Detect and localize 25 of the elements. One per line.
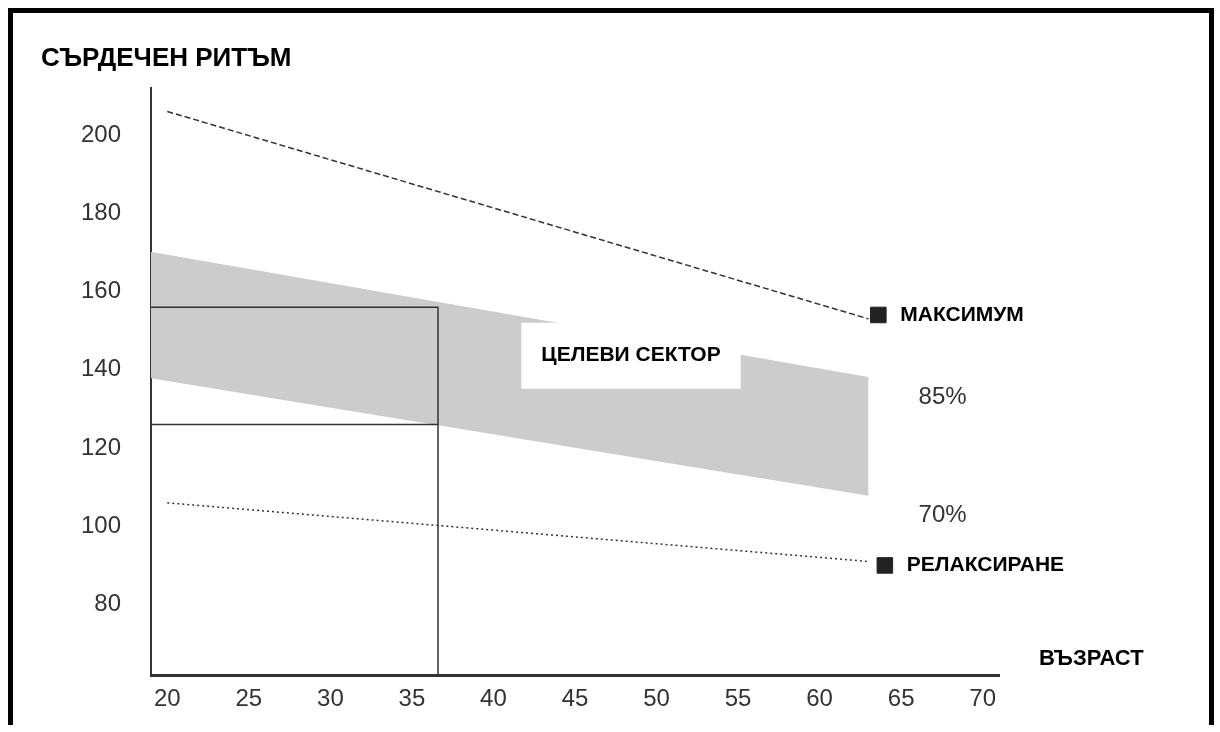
y-tick-label: 80 xyxy=(94,589,121,617)
y-tick-label: 160 xyxy=(80,276,121,304)
x-tick-label: 40 xyxy=(480,684,507,712)
x-tick-label: 35 xyxy=(398,684,426,712)
x-axis-title: ВЪЗРАСТ xyxy=(1039,645,1145,670)
annotation: ЦЕЛЕВИ СЕКТОР xyxy=(541,342,721,366)
x-tick-label: 65 xyxy=(887,684,915,712)
y-axis-title: СЪРДЕЧЕН РИТЪМ xyxy=(41,42,292,72)
y-tick-label: 120 xyxy=(80,432,121,460)
x-tick-label: 50 xyxy=(643,684,670,712)
x-tick-label: 20 xyxy=(153,684,181,712)
x-tick-label: 30 xyxy=(317,684,344,712)
text: 70% xyxy=(918,499,967,527)
x-tick-label: 60 xyxy=(806,684,833,712)
text: 85% xyxy=(918,382,967,410)
x-tick-label: 45 xyxy=(561,684,589,712)
x-tick-label: 55 xyxy=(724,684,752,712)
y-tick-label: 180 xyxy=(80,197,121,225)
y-tick-label: 140 xyxy=(80,354,121,382)
series-label: МАКСИМУМ xyxy=(900,301,1024,325)
y-tick-label: 100 xyxy=(80,510,121,538)
y-tick-label: 200 xyxy=(80,119,121,147)
series-label: РЕЛАКСИРАНЕ xyxy=(906,552,1065,576)
x-tick-label: 25 xyxy=(235,684,263,712)
x-tick-label: 70 xyxy=(969,684,997,712)
